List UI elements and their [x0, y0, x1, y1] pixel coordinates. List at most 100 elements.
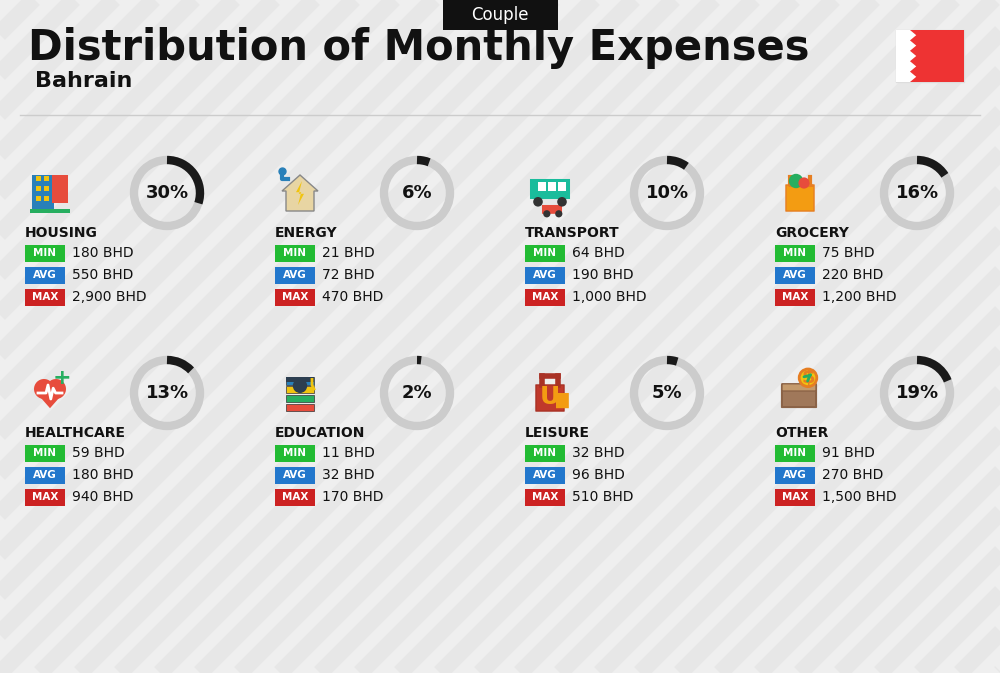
FancyBboxPatch shape — [52, 175, 68, 203]
Text: 91 BHD: 91 BHD — [822, 446, 875, 460]
Text: MAX: MAX — [532, 292, 558, 302]
FancyBboxPatch shape — [286, 386, 314, 394]
FancyBboxPatch shape — [286, 404, 314, 411]
FancyBboxPatch shape — [556, 393, 569, 409]
Text: 270 BHD: 270 BHD — [822, 468, 883, 482]
Text: 59 BHD: 59 BHD — [72, 446, 125, 460]
Text: MIN: MIN — [284, 448, 306, 458]
Text: 1,200 BHD: 1,200 BHD — [822, 290, 897, 304]
Circle shape — [798, 178, 810, 188]
Text: 75 BHD: 75 BHD — [822, 246, 875, 260]
FancyBboxPatch shape — [25, 466, 65, 483]
Text: 64 BHD: 64 BHD — [572, 246, 625, 260]
Polygon shape — [35, 391, 65, 409]
Polygon shape — [910, 30, 916, 40]
FancyBboxPatch shape — [442, 0, 558, 30]
FancyBboxPatch shape — [558, 182, 566, 191]
FancyBboxPatch shape — [775, 267, 815, 283]
FancyBboxPatch shape — [775, 489, 815, 505]
FancyBboxPatch shape — [286, 378, 314, 384]
FancyBboxPatch shape — [525, 289, 565, 306]
FancyBboxPatch shape — [275, 466, 315, 483]
FancyBboxPatch shape — [25, 244, 65, 262]
Text: Distribution of Monthly Expenses: Distribution of Monthly Expenses — [28, 27, 810, 69]
Polygon shape — [910, 40, 916, 50]
FancyBboxPatch shape — [525, 466, 565, 483]
Circle shape — [293, 379, 307, 393]
Text: 550 BHD: 550 BHD — [72, 268, 133, 282]
FancyBboxPatch shape — [910, 30, 964, 82]
FancyBboxPatch shape — [286, 395, 314, 402]
Text: AVG: AVG — [283, 270, 307, 280]
Text: +: + — [53, 368, 71, 388]
FancyBboxPatch shape — [275, 489, 315, 505]
Text: GROCERY: GROCERY — [775, 226, 849, 240]
Text: MAX: MAX — [282, 492, 308, 502]
Text: 220 BHD: 220 BHD — [822, 268, 883, 282]
Text: MIN: MIN — [34, 448, 56, 458]
FancyBboxPatch shape — [782, 385, 816, 407]
Text: MIN: MIN — [534, 248, 556, 258]
Text: MIN: MIN — [284, 248, 306, 258]
FancyBboxPatch shape — [542, 205, 562, 214]
Text: 72 BHD: 72 BHD — [322, 268, 375, 282]
FancyBboxPatch shape — [25, 289, 65, 306]
FancyBboxPatch shape — [536, 385, 564, 411]
Text: AVG: AVG — [783, 470, 807, 480]
Text: 11 BHD: 11 BHD — [322, 446, 375, 460]
Text: 96 BHD: 96 BHD — [572, 468, 625, 482]
FancyBboxPatch shape — [775, 289, 815, 306]
FancyBboxPatch shape — [44, 176, 49, 181]
Polygon shape — [808, 177, 814, 187]
FancyBboxPatch shape — [786, 185, 814, 211]
Text: HEALTHCARE: HEALTHCARE — [25, 426, 126, 440]
Text: 16%: 16% — [895, 184, 939, 202]
Polygon shape — [282, 175, 318, 211]
FancyBboxPatch shape — [775, 444, 815, 462]
Polygon shape — [296, 181, 304, 205]
Text: MAX: MAX — [782, 292, 808, 302]
FancyBboxPatch shape — [275, 267, 315, 283]
Text: MIN: MIN — [784, 448, 806, 458]
FancyBboxPatch shape — [896, 30, 910, 82]
Polygon shape — [910, 61, 916, 71]
Text: 180 BHD: 180 BHD — [72, 468, 134, 482]
FancyBboxPatch shape — [25, 489, 65, 505]
FancyBboxPatch shape — [525, 489, 565, 505]
FancyBboxPatch shape — [25, 267, 65, 283]
Text: TRANSPORT: TRANSPORT — [525, 226, 620, 240]
FancyBboxPatch shape — [525, 244, 565, 262]
Text: MIN: MIN — [784, 248, 806, 258]
Text: AVG: AVG — [33, 270, 57, 280]
Text: MAX: MAX — [782, 492, 808, 502]
Text: U: U — [540, 385, 560, 409]
FancyBboxPatch shape — [775, 466, 815, 483]
FancyBboxPatch shape — [525, 444, 565, 462]
FancyBboxPatch shape — [275, 289, 315, 306]
Text: AVG: AVG — [33, 470, 57, 480]
Text: 170 BHD: 170 BHD — [322, 490, 384, 504]
Text: 180 BHD: 180 BHD — [72, 246, 134, 260]
Text: 1,500 BHD: 1,500 BHD — [822, 490, 897, 504]
Polygon shape — [910, 71, 916, 82]
FancyBboxPatch shape — [32, 175, 54, 211]
FancyBboxPatch shape — [25, 444, 65, 462]
Text: AVG: AVG — [533, 270, 557, 280]
Circle shape — [557, 197, 567, 207]
Text: 2%: 2% — [402, 384, 432, 402]
FancyBboxPatch shape — [275, 444, 315, 462]
FancyBboxPatch shape — [525, 267, 565, 283]
Text: 30%: 30% — [145, 184, 189, 202]
Text: MAX: MAX — [32, 492, 58, 502]
FancyBboxPatch shape — [548, 182, 556, 191]
FancyBboxPatch shape — [538, 182, 546, 191]
FancyBboxPatch shape — [775, 244, 815, 262]
FancyBboxPatch shape — [30, 209, 70, 213]
Text: 2,900 BHD: 2,900 BHD — [72, 290, 147, 304]
Text: EDUCATION: EDUCATION — [275, 426, 365, 440]
Text: 1,000 BHD: 1,000 BHD — [572, 290, 647, 304]
FancyBboxPatch shape — [782, 384, 816, 391]
Text: HOUSING: HOUSING — [25, 226, 98, 240]
Text: 10%: 10% — [645, 184, 689, 202]
Circle shape — [46, 379, 66, 399]
